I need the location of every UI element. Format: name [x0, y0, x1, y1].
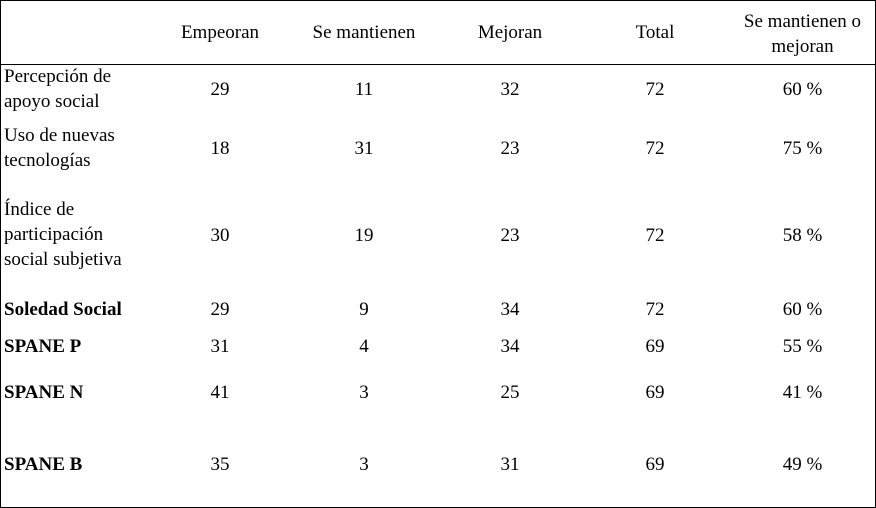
- col-header-total: Total: [635, 22, 675, 43]
- cell-mejoran: 32: [500, 79, 520, 100]
- row-label: SPANE N: [4, 382, 84, 403]
- cell-mejoran: 34: [500, 336, 520, 357]
- row-label-line: social subjetiva: [4, 249, 122, 270]
- row-label: Soledad Social: [4, 299, 122, 320]
- row-label: Uso de nuevas tecnologías: [4, 123, 164, 173]
- col-header-line-1: Se mantienen o: [743, 11, 862, 32]
- row-label: SPANE B: [4, 454, 83, 475]
- cell-percent: 55 %: [782, 336, 823, 357]
- row-label-line: Uso de nuevas: [4, 125, 115, 146]
- cell-percent: 75 %: [782, 138, 823, 159]
- cell-total: 72: [645, 138, 665, 159]
- cell-total: 69: [645, 336, 665, 357]
- cell-mejoran: 23: [500, 225, 520, 246]
- cell-se-mantienen: 3: [359, 382, 369, 403]
- row-label: Percepción de apoyo social: [4, 64, 164, 114]
- row-label-line: Percepción de: [4, 66, 112, 87]
- cell-se-mantienen: 31: [354, 138, 374, 159]
- cell-percent: 49 %: [782, 454, 823, 475]
- row-label: SPANE P: [4, 336, 82, 357]
- col-header-empeoran: Empeoran: [180, 22, 260, 43]
- cell-mejoran: 23: [500, 138, 520, 159]
- cell-empeoran: 41: [210, 382, 230, 403]
- cell-percent: 60 %: [782, 299, 823, 320]
- cell-empeoran: 29: [210, 299, 230, 320]
- cell-percent: 58 %: [782, 225, 823, 246]
- cell-empeoran: 35: [210, 454, 230, 475]
- cell-empeoran: 18: [210, 138, 230, 159]
- cell-se-mantienen: 4: [359, 336, 369, 357]
- cell-se-mantienen: 3: [359, 454, 369, 475]
- col-header-se-mantienen: Se mantienen: [312, 22, 416, 43]
- cell-se-mantienen: 9: [359, 299, 369, 320]
- row-label-line: participación: [4, 224, 104, 245]
- col-header-line-2: mejoran: [771, 36, 834, 57]
- header-rule: [0, 64, 876, 65]
- cell-total: 72: [645, 225, 665, 246]
- cell-empeoran: 31: [210, 336, 230, 357]
- cell-mejoran: 34: [500, 299, 520, 320]
- row-label-line: tecnologías: [4, 150, 91, 171]
- cell-empeoran: 29: [210, 79, 230, 100]
- col-header-mejoran: Mejoran: [477, 22, 543, 43]
- cell-total: 72: [645, 299, 665, 320]
- row-label-line: apoyo social: [4, 91, 100, 112]
- row-label-line: Índice de: [4, 199, 75, 220]
- cell-total: 69: [645, 454, 665, 475]
- row-label: Índice de participación social subjetiva: [4, 197, 164, 272]
- cell-mejoran: 25: [500, 382, 520, 403]
- col-header-se-mantienen-o-mejoran: Se mantienen o mejoran: [720, 9, 876, 59]
- cell-percent: 41 %: [782, 382, 823, 403]
- cell-total: 72: [645, 79, 665, 100]
- cell-empeoran: 30: [210, 225, 230, 246]
- cell-mejoran: 31: [500, 454, 520, 475]
- cell-se-mantienen: 19: [354, 225, 374, 246]
- cell-total: 69: [645, 382, 665, 403]
- cell-percent: 60 %: [782, 79, 823, 100]
- cell-se-mantienen: 11: [354, 79, 374, 100]
